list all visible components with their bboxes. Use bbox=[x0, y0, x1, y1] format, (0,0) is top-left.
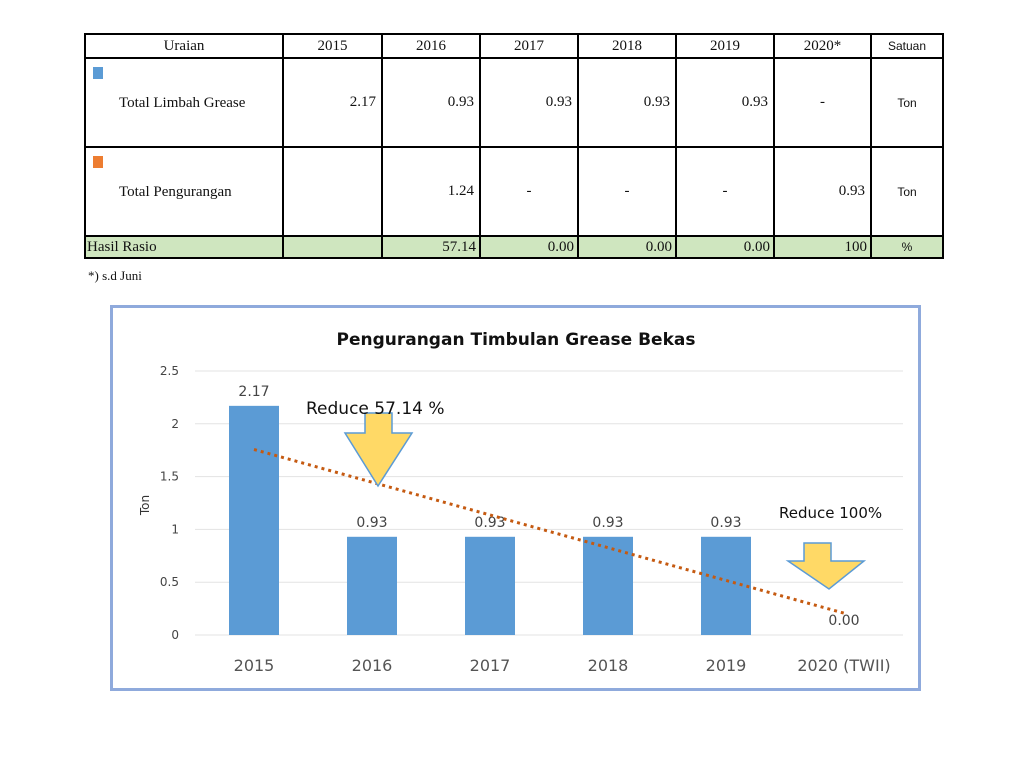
header-year: 2017 bbox=[479, 33, 579, 59]
chart-title: Pengurangan Timbulan Grease Bekas bbox=[336, 330, 695, 350]
header-year: 2016 bbox=[381, 33, 481, 59]
row-label-cell: Total Pengurangan bbox=[84, 146, 284, 237]
data-label: 0.00 bbox=[828, 613, 859, 629]
y-tick-label: 0.5 bbox=[160, 575, 179, 589]
legend-swatch bbox=[93, 156, 103, 168]
table-cell: 0.93 bbox=[773, 146, 872, 237]
chart-container: Pengurangan Timbulan Grease Bekas 0 0.5 1 1… bbox=[110, 305, 921, 691]
table-cell: 0.93 bbox=[381, 57, 481, 148]
data-table: Uraian 2015 2016 2017 2018 2019 2020* Sa… bbox=[84, 33, 944, 259]
table-cell: 0.93 bbox=[675, 57, 775, 148]
header-year: 2018 bbox=[577, 33, 677, 59]
bar bbox=[465, 536, 515, 635]
table-row: Total Pengurangan 1.24 - - - 0.93 Ton bbox=[84, 146, 944, 237]
table-cell: 0.00 bbox=[577, 235, 677, 259]
bar bbox=[583, 536, 633, 635]
table-row: Total Limbah Grease 2.17 0.93 0.93 0.93 … bbox=[84, 57, 944, 148]
table-cell: 0.00 bbox=[675, 235, 775, 259]
unit-cell: Ton bbox=[870, 57, 944, 148]
row-label: Total Pengurangan bbox=[119, 184, 232, 200]
table-cell: - bbox=[675, 146, 775, 237]
table-cell: - bbox=[479, 146, 579, 237]
header-year: 2019 bbox=[675, 33, 775, 59]
data-label: 0.93 bbox=[356, 515, 387, 531]
header-satuan: Satuan bbox=[870, 33, 944, 59]
unit-cell: % bbox=[870, 235, 944, 259]
table-cell bbox=[282, 146, 383, 237]
down-arrow-icon bbox=[343, 412, 414, 488]
table-cell: - bbox=[773, 57, 872, 148]
trendline bbox=[253, 448, 845, 615]
table-cell: 2.17 bbox=[282, 57, 383, 148]
unit-cell: Ton bbox=[870, 146, 944, 237]
ratio-label: Hasil Rasio bbox=[84, 235, 284, 259]
down-arrow-icon bbox=[785, 542, 867, 590]
y-tick-label: 1 bbox=[171, 522, 179, 536]
annotation-reduce-5714: Reduce 57.14 % bbox=[306, 399, 445, 419]
table-cell: 0.00 bbox=[479, 235, 579, 259]
y-tick-label: 1.5 bbox=[160, 470, 179, 484]
bar bbox=[701, 536, 751, 635]
x-tick-label: 2016 bbox=[352, 656, 393, 675]
table-cell: 57.14 bbox=[381, 235, 481, 259]
table-header-row: Uraian 2015 2016 2017 2018 2019 2020* Sa… bbox=[84, 33, 944, 59]
y-axis-label: Ton bbox=[138, 495, 152, 516]
table-cell bbox=[282, 235, 383, 259]
y-tick-label: 0 bbox=[171, 628, 179, 642]
x-tick-label: 2017 bbox=[470, 656, 511, 675]
ratio-row: Hasil Rasio 57.14 0.00 0.00 0.00 100 % bbox=[84, 235, 944, 259]
legend-swatch bbox=[93, 67, 103, 79]
bar bbox=[229, 405, 279, 635]
y-tick-label: 2.5 bbox=[160, 364, 179, 378]
header-year: 2020* bbox=[773, 33, 872, 59]
bars bbox=[229, 405, 751, 635]
x-tick-label: 2018 bbox=[588, 656, 629, 675]
x-tick-label: 2019 bbox=[706, 656, 747, 675]
gridlines bbox=[195, 370, 903, 636]
data-label: 0.93 bbox=[710, 515, 741, 531]
table-cell: 0.93 bbox=[577, 57, 677, 148]
y-axis-ticks: 0 0.5 1 1.5 2 2.5 bbox=[160, 364, 179, 642]
row-label: Total Limbah Grease bbox=[119, 95, 246, 111]
x-tick-label: 2015 bbox=[234, 656, 275, 675]
row-label-cell: Total Limbah Grease bbox=[84, 57, 284, 148]
x-axis-ticks: 2015 2016 2017 2018 2019 2020 (TWII) bbox=[234, 656, 891, 675]
table-cell: - bbox=[577, 146, 677, 237]
table-cell: 100 bbox=[773, 235, 872, 259]
data-label: 2.17 bbox=[238, 384, 269, 400]
table-cell: 1.24 bbox=[381, 146, 481, 237]
header-year: 2015 bbox=[282, 33, 383, 59]
y-tick-label: 2 bbox=[171, 417, 179, 431]
data-label: 0.93 bbox=[474, 515, 505, 531]
data-labels: 2.17 0.93 0.93 0.93 0.93 0.00 bbox=[238, 384, 859, 629]
x-tick-label: 2020 (TWII) bbox=[797, 656, 890, 675]
header-uraian: Uraian bbox=[84, 33, 284, 59]
bar bbox=[347, 536, 397, 635]
table-cell: 0.93 bbox=[479, 57, 579, 148]
chart-svg: Pengurangan Timbulan Grease Bekas 0 0.5 1 1… bbox=[138, 330, 903, 675]
annotation-reduce-100: Reduce 100% bbox=[779, 504, 882, 522]
footnote: *) s.d Juni bbox=[88, 268, 142, 283]
data-label: 0.93 bbox=[592, 515, 623, 531]
